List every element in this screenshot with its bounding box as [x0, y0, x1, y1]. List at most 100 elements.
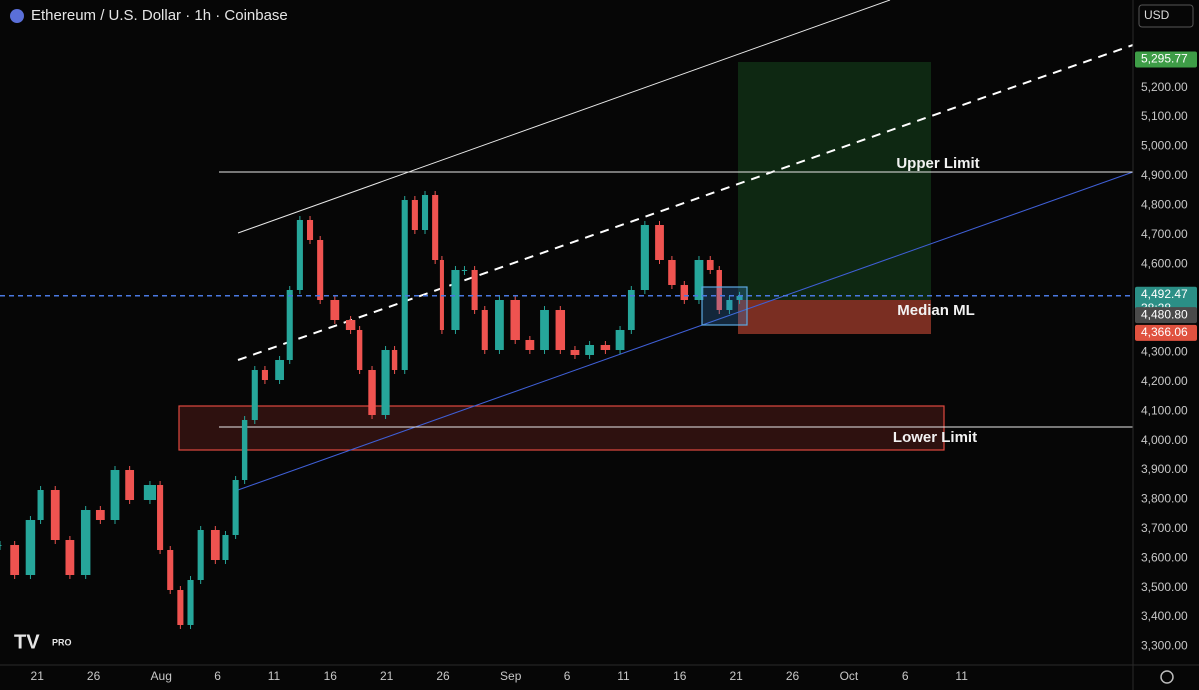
- y-tick-label: 3,500.00: [1141, 580, 1188, 594]
- y-tick-label: 4,800.00: [1141, 197, 1188, 211]
- candle: [143, 485, 157, 500]
- candle: [0, 545, 2, 546]
- candle: [232, 480, 239, 535]
- price-label-bg: [1135, 307, 1197, 324]
- x-tick-label: 21: [380, 669, 394, 683]
- lower-limit-label: Lower Limit: [893, 429, 977, 446]
- candle: [615, 330, 625, 350]
- y-tick-label: 4,100.00: [1141, 403, 1188, 417]
- candle: [495, 300, 504, 350]
- y-tick-label: 4,900.00: [1141, 168, 1188, 182]
- candle: [356, 330, 363, 370]
- chart-title: Ethereum / U.S. Dollar · 1h · Coinbase: [31, 7, 288, 24]
- x-tick-label: 6: [902, 669, 909, 683]
- candle: [680, 285, 689, 300]
- lower-trendline: [237, 171, 1134, 491]
- candle: [461, 270, 468, 271]
- x-tick-label: 11: [617, 669, 630, 683]
- candle: [432, 195, 439, 260]
- price-label: 5,295.77: [1141, 52, 1188, 66]
- y-tick-label: 3,300.00: [1141, 639, 1188, 653]
- candle: [510, 300, 520, 340]
- y-tick-label: 5,000.00: [1141, 139, 1188, 153]
- demand-zone: [178, 405, 945, 451]
- x-tick-label: 16: [673, 669, 687, 683]
- x-tick-label: 16: [324, 669, 338, 683]
- x-tick-label: Oct: [840, 669, 859, 683]
- candle: [222, 535, 229, 560]
- candle: [555, 310, 566, 350]
- candle: [261, 370, 268, 380]
- x-tick-label: 21: [31, 669, 45, 683]
- candle: [736, 295, 743, 300]
- y-tick-label: 5,200.00: [1141, 80, 1188, 94]
- candle: [540, 310, 549, 350]
- candle: [330, 300, 340, 320]
- candle: [381, 350, 390, 415]
- candle: [368, 370, 376, 415]
- candle: [157, 485, 164, 550]
- candle: [481, 310, 488, 350]
- price-label: 4,492.47: [1141, 287, 1188, 301]
- candle: [471, 270, 478, 310]
- settings-icon[interactable]: [1160, 670, 1174, 684]
- y-tick-label: 3,400.00: [1141, 609, 1188, 623]
- candle: [125, 470, 135, 500]
- candle: [600, 345, 611, 350]
- candle: [306, 220, 314, 240]
- x-tick-label: Aug: [151, 669, 172, 683]
- y-tick-label: 4,700.00: [1141, 227, 1188, 241]
- candle: [694, 260, 704, 300]
- candle: [317, 240, 324, 300]
- x-tick-label: 11: [268, 669, 281, 683]
- candle: [50, 490, 60, 540]
- y-tick-label: 3,600.00: [1141, 550, 1188, 564]
- profit-zone: [738, 62, 931, 300]
- x-tick-label: 6: [564, 669, 571, 683]
- currency[interactable]: USD: [1144, 8, 1170, 22]
- candle: [726, 300, 733, 310]
- candle: [296, 220, 303, 290]
- logo-badge: PRO: [52, 637, 72, 647]
- price-label: 4,480.80: [1141, 307, 1188, 321]
- candle: [37, 490, 44, 520]
- candle: [110, 470, 120, 520]
- candle: [585, 345, 595, 355]
- candle: [401, 200, 408, 370]
- tv-logo: TV: [14, 631, 40, 653]
- y-tick-label: 4,300.00: [1141, 345, 1188, 359]
- y-tick-label: 5,100.00: [1141, 109, 1188, 123]
- currency-button[interactable]: [1138, 4, 1194, 28]
- candle: [251, 370, 258, 420]
- candle: [627, 290, 635, 330]
- candle: [80, 510, 91, 575]
- upper-trendline: [237, 0, 891, 234]
- candle: [451, 270, 460, 330]
- candle: [525, 340, 535, 350]
- x-tick-label: 11: [955, 669, 968, 683]
- x-tick-label: 26: [436, 669, 450, 683]
- candle: [570, 350, 580, 355]
- x-tick-label: 21: [729, 669, 743, 683]
- candle: [65, 540, 75, 575]
- price-label: 4,366.06: [1141, 325, 1188, 339]
- x-tick-label: 6: [214, 669, 221, 683]
- y-tick-label: 3,900.00: [1141, 462, 1188, 476]
- candle: [25, 520, 36, 575]
- candle: [167, 550, 174, 590]
- y-tick-label: 4,000.00: [1141, 433, 1188, 447]
- candle: [187, 580, 194, 625]
- entry-box: [701, 286, 748, 326]
- y-tick-label: 3,700.00: [1141, 521, 1188, 535]
- candle: [286, 290, 293, 360]
- candle: [275, 360, 284, 380]
- candle: [411, 200, 418, 230]
- x-tick-label: 26: [87, 669, 101, 683]
- price-label-bg: [1135, 324, 1197, 341]
- x-tick-label: Sep: [500, 669, 522, 683]
- y-tick-label: 3,800.00: [1141, 492, 1188, 506]
- candle: [640, 225, 649, 290]
- eth-icon: [10, 9, 24, 23]
- y-tick-label: 4,600.00: [1141, 256, 1188, 270]
